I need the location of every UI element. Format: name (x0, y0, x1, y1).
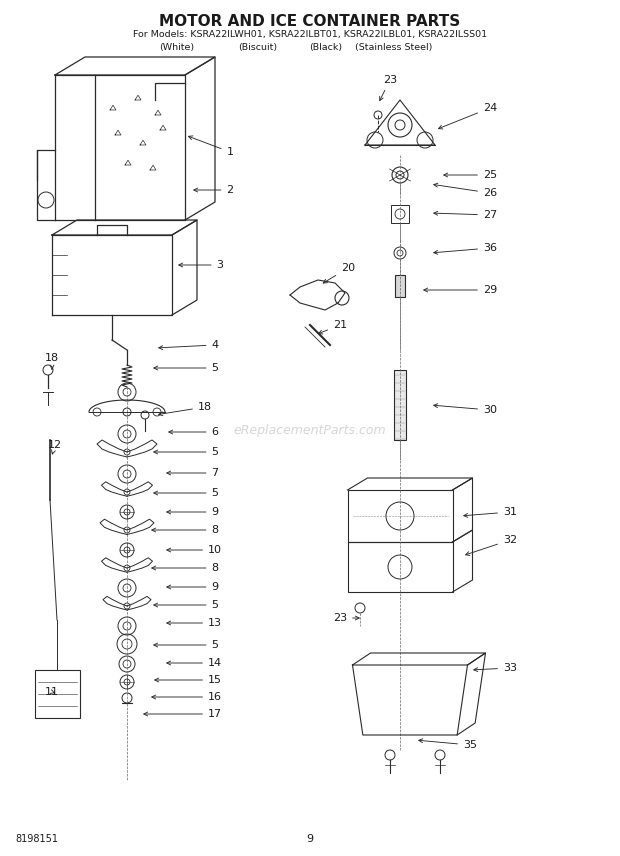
Text: 27: 27 (434, 210, 497, 220)
Text: 35: 35 (418, 739, 477, 750)
Text: (Black): (Black) (309, 43, 342, 52)
Text: 10: 10 (167, 545, 222, 555)
Text: 3: 3 (179, 260, 223, 270)
Text: 18: 18 (45, 353, 59, 369)
Text: 25: 25 (444, 170, 497, 180)
Text: 5: 5 (154, 600, 218, 610)
Text: 5: 5 (154, 488, 218, 498)
Text: 16: 16 (152, 692, 222, 702)
Text: 1: 1 (188, 136, 234, 157)
Text: 23: 23 (379, 75, 397, 101)
Bar (347, 490, 453, 542)
Text: (Stainless Steel): (Stainless Steel) (355, 43, 432, 52)
Text: eReplacementParts.com: eReplacementParts.com (234, 424, 386, 437)
Text: 12: 12 (48, 440, 62, 454)
Text: 7: 7 (167, 468, 219, 478)
Text: 14: 14 (167, 658, 222, 668)
Text: 18: 18 (159, 402, 212, 416)
Text: 9: 9 (306, 834, 314, 844)
Text: 13: 13 (167, 618, 222, 628)
Text: 5: 5 (154, 640, 218, 650)
Text: 29: 29 (424, 285, 497, 295)
Text: 4: 4 (159, 340, 219, 350)
Text: 8: 8 (152, 563, 219, 573)
Bar (395, 275, 405, 297)
Text: 24: 24 (438, 103, 497, 129)
Text: 11: 11 (45, 687, 59, 697)
Bar (394, 370, 406, 440)
Text: MOTOR AND ICE CONTAINER PARTS: MOTOR AND ICE CONTAINER PARTS (159, 14, 461, 29)
Text: For Models: KSRA22ILWH01, KSRA22ILBT01, KSRA22ILBL01, KSRA22ILSS01: For Models: KSRA22ILWH01, KSRA22ILBT01, … (133, 30, 487, 39)
Bar (35, 670, 80, 718)
Text: (White): (White) (159, 43, 194, 52)
Text: 9: 9 (167, 507, 219, 517)
Text: 5: 5 (154, 447, 218, 457)
Bar (347, 542, 453, 592)
Text: 31: 31 (464, 507, 517, 517)
Bar (391, 205, 409, 223)
Text: 26: 26 (434, 183, 497, 198)
Text: 8198151: 8198151 (15, 834, 58, 844)
Text: 21: 21 (319, 320, 347, 334)
Text: 8: 8 (152, 525, 219, 535)
Text: 33: 33 (474, 663, 517, 673)
Text: 36: 36 (434, 243, 497, 254)
Text: 15: 15 (155, 675, 222, 685)
Text: 23: 23 (333, 613, 359, 623)
Text: 6: 6 (169, 427, 218, 437)
Text: (Biscuit): (Biscuit) (237, 43, 277, 52)
Text: 30: 30 (434, 404, 497, 415)
Text: 32: 32 (466, 535, 517, 556)
Text: 17: 17 (144, 709, 222, 719)
Text: 2: 2 (194, 185, 234, 195)
Text: 5: 5 (154, 363, 218, 373)
Text: 9: 9 (167, 582, 219, 592)
Text: 20: 20 (323, 263, 355, 283)
